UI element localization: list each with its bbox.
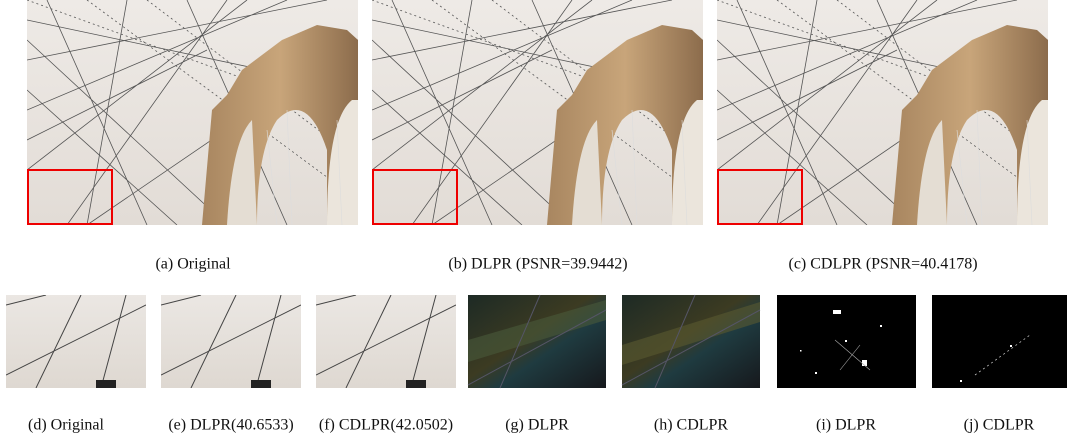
caption: (d) Original bbox=[28, 417, 105, 434]
caption: (a) Original bbox=[155, 256, 231, 273]
caption: (i) DLPR bbox=[816, 417, 876, 434]
crop-dlpr bbox=[161, 295, 301, 388]
caption: (f) CDLPR(42.0502) bbox=[319, 417, 453, 434]
caption: (h) CDLPR bbox=[654, 417, 729, 434]
figure: (a) Original (b) DLPR (PSNR=39.9442) (c) C… bbox=[0, 0, 1067, 444]
image-cdlpr bbox=[717, 0, 1048, 225]
caption: (j) CDLPR bbox=[964, 417, 1035, 434]
figure-canvas: (a) Original (b) DLPR (PSNR=39.9442) (c) C… bbox=[0, 0, 1067, 444]
crop-cdlpr bbox=[316, 295, 456, 388]
caption: (g) DLPR bbox=[505, 417, 569, 434]
caption: (b) DLPR (PSNR=39.9442) bbox=[448, 256, 627, 273]
error-map-cdlpr bbox=[622, 295, 760, 388]
error-map-dlpr bbox=[468, 295, 606, 388]
binary-map-dlpr bbox=[777, 295, 916, 388]
caption: (c) CDLPR (PSNR=40.4178) bbox=[788, 256, 977, 273]
image-original bbox=[27, 0, 358, 225]
crop-original bbox=[6, 295, 146, 388]
caption: (e) DLPR(40.6533) bbox=[168, 417, 293, 434]
image-dlpr bbox=[372, 0, 703, 225]
binary-map-cdlpr bbox=[932, 295, 1067, 388]
